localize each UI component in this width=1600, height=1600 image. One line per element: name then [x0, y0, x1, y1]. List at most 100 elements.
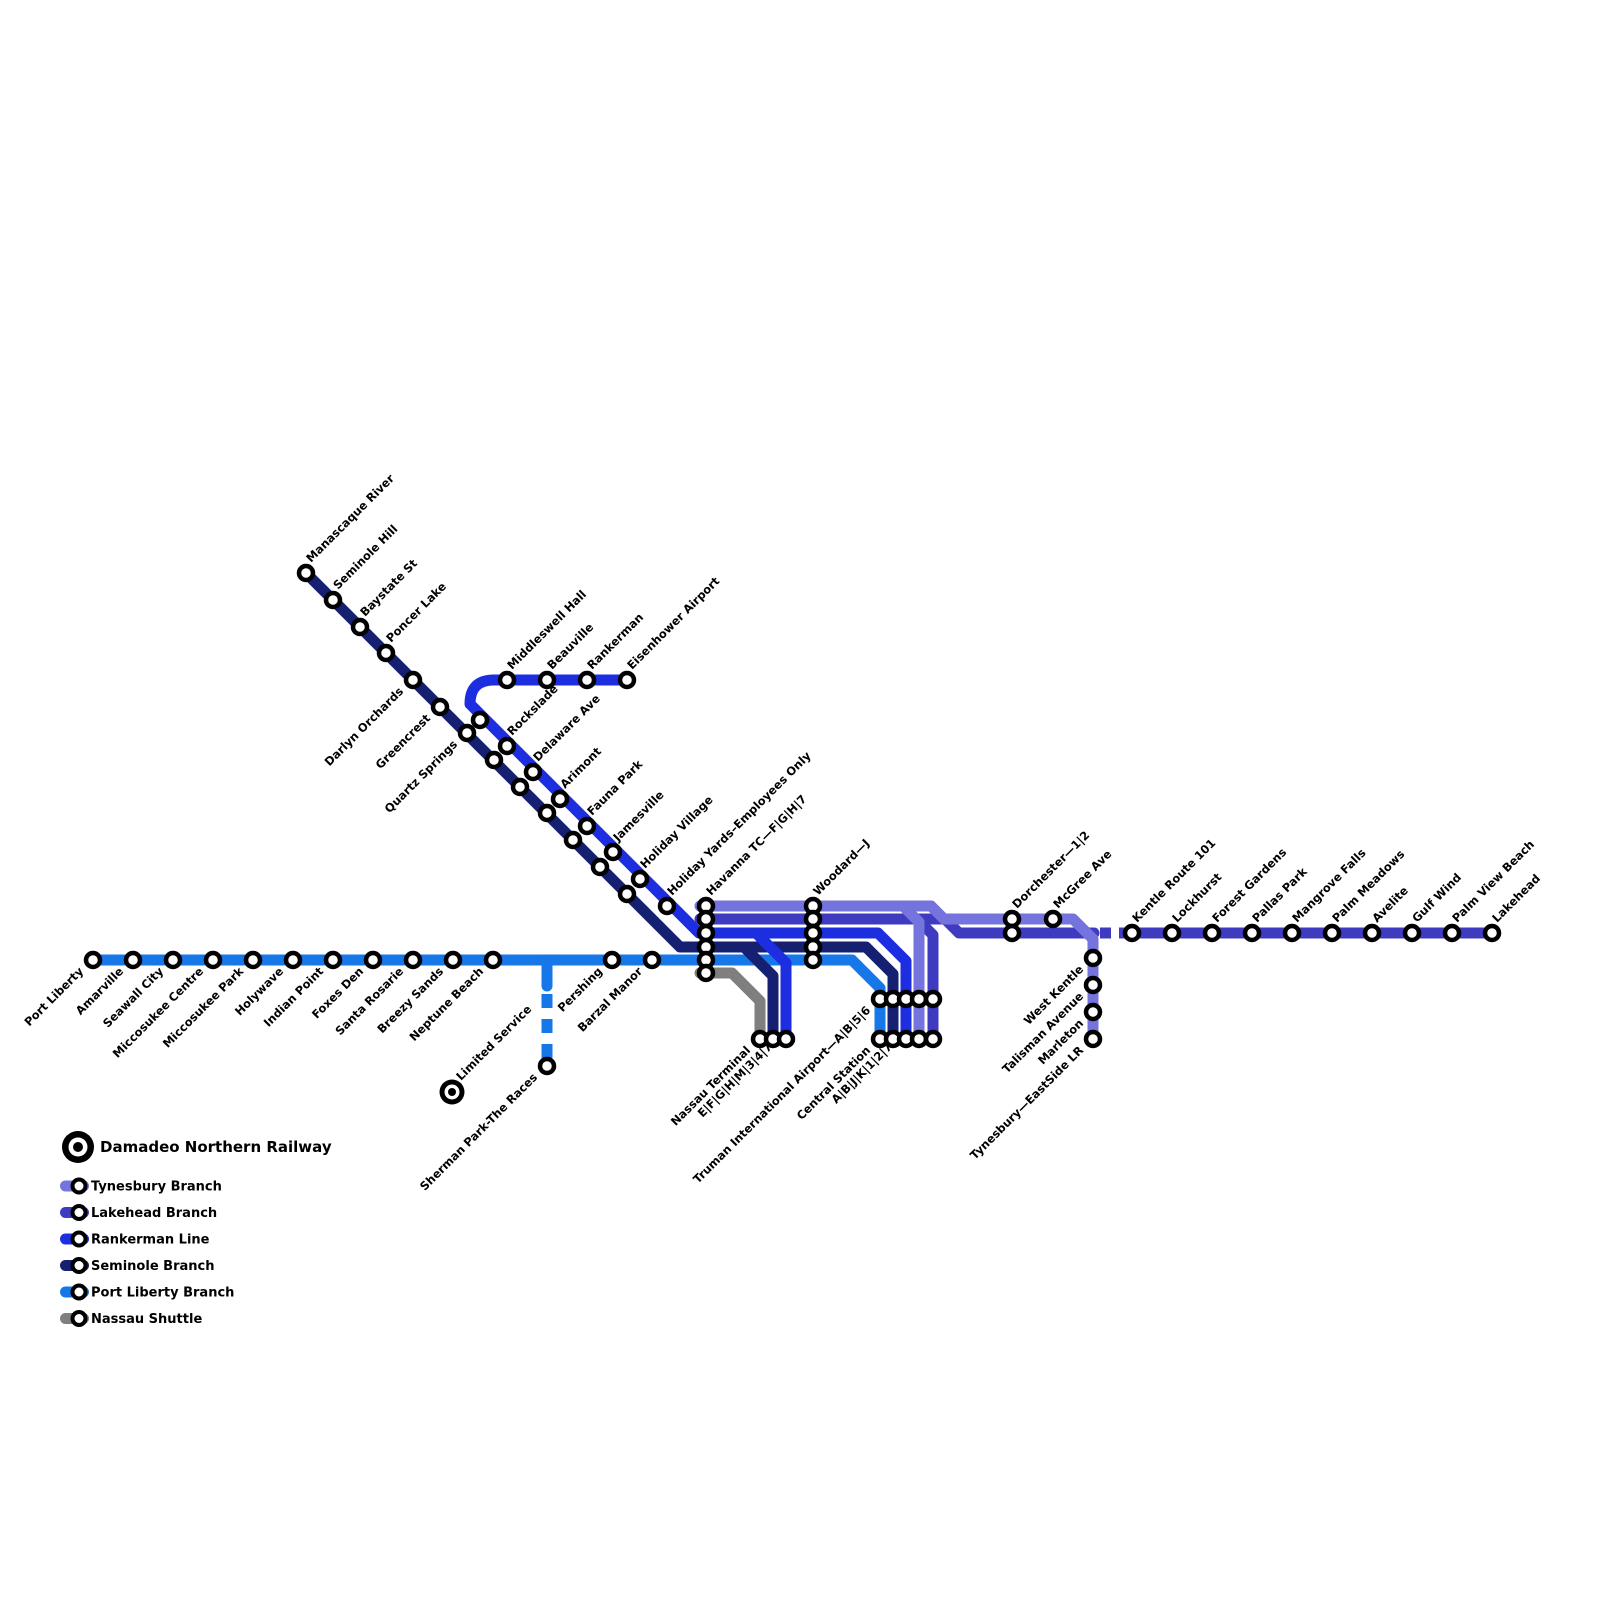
station-jamesville — [603, 842, 623, 862]
station-label-woodard-j: Woodard—J — [810, 836, 872, 898]
station-stop-706-973 — [696, 963, 716, 983]
legend-station-icon — [70, 1310, 88, 1327]
station-fauna-park — [577, 816, 597, 836]
station-stop-600-867 — [590, 857, 610, 877]
station-palm-view-beach — [1442, 923, 1462, 943]
station-neptune-beach — [483, 950, 503, 970]
station-port-liberty — [83, 950, 103, 970]
station-rankerman — [577, 670, 597, 690]
station-lakehead — [1482, 923, 1502, 943]
station-seminole-hill — [323, 590, 343, 610]
station-stop-1012-933 — [1002, 923, 1022, 943]
station-talisman-avenue — [1083, 975, 1103, 995]
station-stop-494-760 — [484, 750, 504, 770]
station-poncer-lake — [376, 643, 396, 663]
legend-title: Damadeo Northern Railway — [100, 1138, 332, 1156]
station-arimont — [550, 789, 570, 809]
station-stop-933-1039 — [923, 1029, 943, 1049]
station-middleswell-hall — [497, 670, 517, 690]
legend-item-label: Seminole Branch — [91, 1259, 214, 1274]
station-mangrove-falls — [1282, 923, 1302, 943]
station-gulf-wind — [1402, 923, 1422, 943]
legend-station-icon — [70, 1177, 88, 1195]
station-santa-rosarie — [403, 950, 423, 970]
station-miccosukee-park — [243, 950, 263, 970]
station-lockhurst — [1162, 923, 1182, 943]
station-pershing — [602, 950, 622, 970]
station-delaware-ave — [523, 762, 543, 782]
station-avelite — [1362, 923, 1382, 943]
legend-item-lakehead-branch: Lakehead Branch — [60, 1204, 217, 1221]
station-label-sherman-park-the-races: Sherman Park-The Races — [417, 1070, 540, 1193]
station-holiday-village — [630, 869, 650, 889]
station-label-palm-meadows: Palm Meadows — [1329, 847, 1407, 925]
legend-item-nassau-shuttle: Nassau Shuttle — [60, 1310, 202, 1327]
line-rankerman-line — [464, 674, 912, 1045]
legend-item-label: Port Liberty Branch — [91, 1286, 234, 1301]
station-label-santa-rosarie: Santa Rosarie — [332, 964, 406, 1038]
station-stop-480-720 — [470, 710, 490, 730]
station-label-port-liberty: Port Liberty — [21, 964, 86, 1029]
legend-item-port-liberty-branch: Port Liberty Branch — [60, 1283, 234, 1301]
station-manascaque-river — [296, 563, 316, 583]
station-palm-meadows — [1322, 923, 1342, 943]
railway-logo-bullseye-icon — [62, 1131, 94, 1163]
station-holiday-yards-employees-only — [657, 896, 677, 916]
legend: Damadeo Northern Railway Tynesbury Branch… — [60, 1131, 332, 1327]
station-breezy-sands — [443, 950, 463, 970]
station-foxes-den — [363, 950, 383, 970]
station-sherman-park-the-races — [537, 1056, 557, 1076]
station-greencrest — [430, 697, 450, 717]
station-marleton — [1083, 1002, 1103, 1022]
station-label-neptune-beach: Neptune Beach — [406, 964, 486, 1044]
station-label-mangrove-falls: Mangrove Falls — [1289, 846, 1368, 925]
station-baystate-st — [350, 617, 370, 637]
station-stop-813-960 — [803, 950, 823, 970]
station-stop-573-840 — [563, 830, 583, 850]
station-rockslade — [497, 736, 517, 756]
station-kentle-route-101 — [1122, 923, 1142, 943]
legend-item-tynesbury-branch: Tynesbury Branch — [60, 1177, 222, 1195]
legend-item-rankerman-line: Rankerman Line — [60, 1230, 210, 1248]
station-label-rockslade: Rockslade — [504, 682, 561, 739]
station-indian-point — [323, 950, 343, 970]
annotation-label-limited-service: Limited Service — [453, 1002, 534, 1083]
legend-station-icon — [70, 1283, 88, 1301]
line-port-liberty-branch — [87, 954, 886, 1058]
legend-station-icon — [70, 1204, 88, 1221]
station-mcgree-ave — [1043, 909, 1063, 929]
station-miccosukee-centre — [203, 950, 223, 970]
station-darlyn-orchards — [403, 670, 423, 690]
bullseye-icon — [439, 1079, 465, 1105]
legend-station-icon — [70, 1230, 88, 1248]
station-label-avelite: Avelite — [1369, 883, 1411, 925]
station-label-jamesville: Jamesville — [610, 788, 667, 845]
legend-item-label: Tynesbury Branch — [91, 1180, 222, 1195]
legend-item-seminole-branch: Seminole Branch — [60, 1257, 214, 1274]
legend-item-label: Nassau Shuttle — [91, 1312, 202, 1327]
legend-station-icon — [70, 1257, 88, 1274]
station-holywave — [283, 950, 303, 970]
station-tynesbury-eastside-lr — [1083, 1029, 1103, 1049]
station-seawall-city — [163, 950, 183, 970]
station-stop-786-1039 — [776, 1029, 796, 1049]
station-label-tynesbury-eastside-lr: Tynesbury—EastSide LR — [967, 1043, 1086, 1162]
station-forest-gardens — [1202, 923, 1222, 943]
station-stop-520-787 — [510, 777, 530, 797]
station-west-kentle — [1083, 948, 1103, 968]
station-label-dorchester-1-2: Dorchester—1|2 — [1009, 828, 1092, 911]
station-eisenhower-airport — [617, 670, 637, 690]
station-barzal-manor — [642, 950, 662, 970]
station-label-forest-gardens: Forest Gardens — [1209, 845, 1289, 925]
station-label-arimont: Arimont — [557, 744, 604, 791]
station-label-central-station: Central StationA|B|J|K|1|2|7 — [794, 1030, 895, 1131]
station-stop-933-999 — [923, 989, 943, 1009]
line-nassau-shuttle — [694, 967, 766, 1045]
station-beauville — [537, 670, 557, 690]
station-stop-547-813 — [537, 803, 557, 823]
station-stop-627-894 — [617, 884, 637, 904]
station-amarville — [123, 950, 143, 970]
legend-item-label: Rankerman Line — [91, 1233, 210, 1248]
station-label-manascaque-river: Manascaque River — [303, 471, 397, 565]
